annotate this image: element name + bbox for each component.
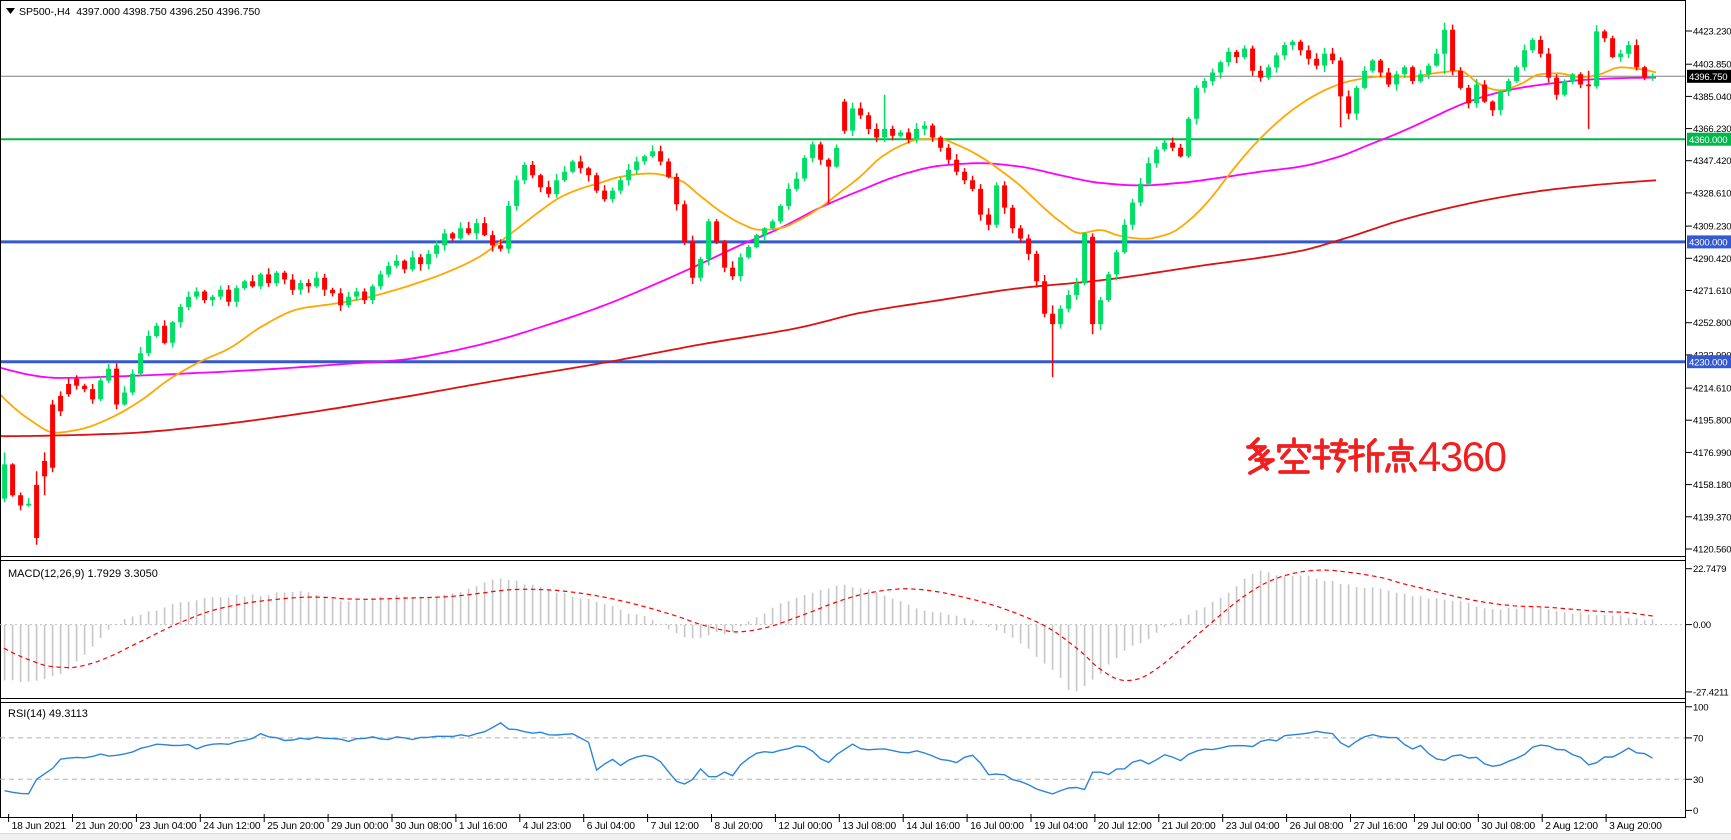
svg-text:16 Jul 00:00: 16 Jul 00:00 [970,821,1024,832]
svg-text:4252.800: 4252.800 [1693,318,1731,329]
svg-text:6 Jul 04:00: 6 Jul 04:00 [587,821,636,832]
svg-text:23 Jul 04:00: 23 Jul 04:00 [1226,821,1280,832]
svg-text:70: 70 [1693,733,1703,744]
svg-text:1 Jul 16:00: 1 Jul 16:00 [459,821,508,832]
svg-text:4139.370: 4139.370 [1693,512,1731,523]
svg-text:-27.4211: -27.4211 [1693,687,1729,698]
svg-text:27 Jul 16:00: 27 Jul 16:00 [1354,821,1408,832]
svg-text:22.7479: 22.7479 [1693,564,1726,575]
svg-text:3 Aug 20:00: 3 Aug 20:00 [1609,821,1662,832]
svg-text:4403.850: 4403.850 [1693,60,1731,71]
svg-text:30 Jun 08:00: 30 Jun 08:00 [395,821,453,832]
svg-text:4309.230: 4309.230 [1693,222,1731,233]
svg-text:4230.000: 4230.000 [1689,357,1727,368]
svg-text:4290.420: 4290.420 [1693,254,1731,265]
svg-text:SP500-,H4 4397.000 4398.750 4: SP500-,H4 4397.000 4398.750 4396.250 439… [19,6,260,18]
svg-text:4176.990: 4176.990 [1693,448,1731,459]
svg-text:4271.610: 4271.610 [1693,286,1731,297]
svg-text:13 Jul 08:00: 13 Jul 08:00 [842,821,896,832]
svg-text:30 Jul 08:00: 30 Jul 08:00 [1481,821,1535,832]
svg-text:8 Jul 20:00: 8 Jul 20:00 [715,821,764,832]
svg-text:MACD(12,26,9) 1.7929 3.3050: MACD(12,26,9) 1.7929 3.3050 [8,568,158,580]
svg-text:2 Aug 12:00: 2 Aug 12:00 [1545,821,1598,832]
svg-text:0.00: 0.00 [1693,620,1711,631]
svg-text:23 Jun 04:00: 23 Jun 04:00 [139,821,197,832]
svg-text:26 Jul 08:00: 26 Jul 08:00 [1290,821,1344,832]
svg-text:4396.750: 4396.750 [1689,72,1727,83]
svg-text:RSI(14) 49.3113: RSI(14) 49.3113 [8,708,88,720]
svg-text:4195.800: 4195.800 [1693,416,1731,427]
svg-text:25 Jun 20:00: 25 Jun 20:00 [267,821,325,832]
svg-text:4120.560: 4120.560 [1693,545,1731,556]
svg-text:4328.610: 4328.610 [1693,188,1731,199]
svg-text:7 Jul 12:00: 7 Jul 12:00 [651,821,700,832]
svg-text:4366.230: 4366.230 [1693,124,1731,135]
svg-text:21 Jun 20:00: 21 Jun 20:00 [76,821,134,832]
svg-text:100: 100 [1693,702,1708,713]
svg-text:4 Jul 23:00: 4 Jul 23:00 [523,821,572,832]
svg-text:4214.610: 4214.610 [1693,384,1731,395]
svg-text:30: 30 [1693,775,1703,786]
svg-text:29 Jul 00:00: 29 Jul 00:00 [1417,821,1471,832]
svg-text:12 Jul 00:00: 12 Jul 00:00 [778,821,832,832]
svg-text:4360: 4360 [1418,433,1506,480]
svg-text:14 Jul 16:00: 14 Jul 16:00 [906,821,960,832]
svg-text:20 Jul 12:00: 20 Jul 12:00 [1098,821,1152,832]
svg-text:4347.420: 4347.420 [1693,156,1731,167]
svg-text:4300.000: 4300.000 [1689,238,1727,249]
svg-text:4423.230: 4423.230 [1693,27,1731,38]
svg-text:29 Jun 00:00: 29 Jun 00:00 [331,821,389,832]
svg-text:4360.000: 4360.000 [1689,135,1727,146]
svg-text:18 Jun 2021: 18 Jun 2021 [12,821,67,832]
svg-text:0: 0 [1693,806,1698,817]
svg-text:19 Jul 04:00: 19 Jul 04:00 [1034,821,1088,832]
svg-text:21 Jul 20:00: 21 Jul 20:00 [1162,821,1216,832]
svg-text:4385.040: 4385.040 [1693,92,1731,103]
svg-text:24 Jun 12:00: 24 Jun 12:00 [203,821,261,832]
svg-text:4158.180: 4158.180 [1693,480,1731,491]
